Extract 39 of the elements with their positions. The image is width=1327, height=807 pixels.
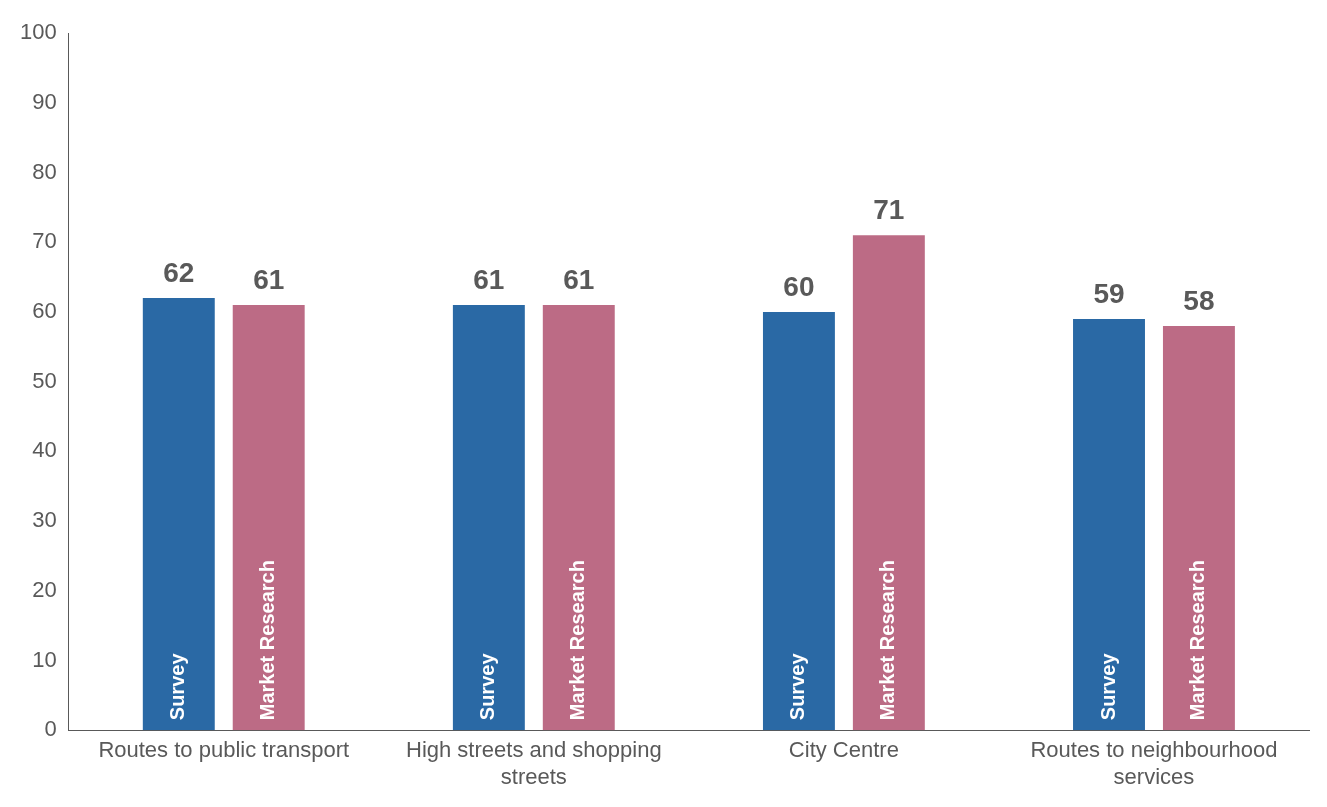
data-label: 60 <box>783 270 815 302</box>
bar <box>1162 325 1235 731</box>
y-tick-label: 40 <box>32 437 57 463</box>
data-label: 61 <box>473 263 505 295</box>
y-tick-label: 100 <box>19 19 57 45</box>
y-tick-label: 10 <box>32 646 57 672</box>
y-tick-label: 60 <box>32 298 57 324</box>
text: Market Research <box>1186 560 1209 721</box>
y-tick-label: 50 <box>32 367 57 393</box>
x-tick-label: Routes to neighbourhood services <box>1030 737 1278 789</box>
y-tick-label: 90 <box>32 88 57 114</box>
data-label: 59 <box>1093 277 1125 309</box>
text: Survey <box>786 653 809 721</box>
series-label: Survey <box>166 652 189 721</box>
y-tick-label: 20 <box>32 576 57 602</box>
text: Market Research <box>876 560 899 721</box>
text: Survey <box>476 653 499 721</box>
series-label: Market Research <box>256 560 279 721</box>
data-label: 61 <box>563 263 595 295</box>
bar <box>142 298 215 731</box>
data-label: 58 <box>1183 284 1215 316</box>
y-tick-label: 30 <box>32 507 57 533</box>
x-tick-label: City Centre <box>788 737 899 763</box>
bar <box>762 312 835 731</box>
y-tick-label: 70 <box>32 228 57 254</box>
data-label: 71 <box>873 194 905 226</box>
x-tick-label: Routes to public transport <box>98 737 350 763</box>
bar <box>452 305 525 731</box>
text: Survey <box>1096 653 1119 721</box>
y-tick-label: 80 <box>32 158 57 184</box>
bar <box>232 305 305 731</box>
bar <box>1073 318 1145 731</box>
bar <box>542 305 615 731</box>
text: Market Research <box>566 560 589 721</box>
data-label: 61 <box>253 263 285 295</box>
x-tick-label: High streets and shopping streets <box>406 737 662 789</box>
data-label: 62 <box>163 256 195 288</box>
y-tick-label: 0 <box>44 716 57 742</box>
bar <box>852 235 925 731</box>
